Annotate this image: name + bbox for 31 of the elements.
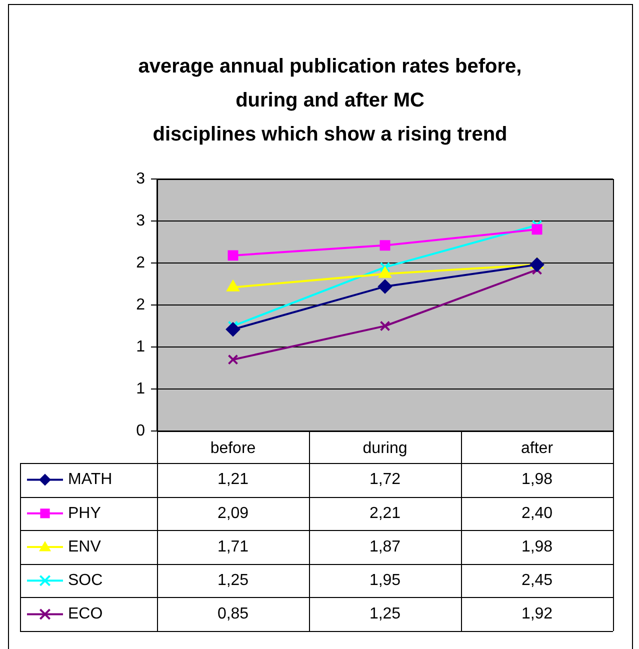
x-tick-label: before — [210, 440, 256, 458]
data-label: 1,87 — [369, 538, 401, 556]
x-tick-label: during — [362, 440, 408, 458]
y-tick-label: 2 — [136, 254, 146, 272]
chart-title: average annual publication rates before, during and after MC disciplines which show a rising trend — [138, 56, 522, 146]
y-tick-label: 2 — [136, 296, 146, 314]
data-label: 0,85 — [217, 606, 249, 623]
data-label: 1,21 — [217, 471, 249, 488]
data-label: 1,92 — [521, 606, 553, 623]
y-tick-label: 3 — [136, 212, 146, 230]
data-label: 2,45 — [521, 572, 553, 590]
y-tick-label: 0 — [136, 422, 146, 440]
data-label: 1,25 — [369, 606, 401, 623]
legend-label: PHY — [68, 504, 102, 522]
data-label: 1,72 — [369, 471, 401, 488]
legend-label: ECO — [68, 606, 103, 623]
data-label: 1,98 — [521, 471, 553, 488]
legend-label: SOC — [68, 572, 103, 590]
x-tick-label: after — [520, 440, 554, 458]
legend-label: MATH — [68, 471, 112, 488]
legend-label: ENV — [68, 538, 102, 556]
data-label: 1,98 — [521, 538, 553, 556]
data-label: 1,95 — [369, 572, 401, 590]
y-tick-label: 1 — [136, 380, 146, 398]
data-label: 2,09 — [217, 504, 249, 522]
data-label: 2,40 — [521, 504, 553, 522]
y-tick-label: 1 — [136, 338, 146, 356]
y-tick-label: 3 — [136, 170, 146, 188]
data-label: 1,25 — [217, 572, 249, 590]
data-label: 2,21 — [369, 504, 401, 522]
data-label: 1,71 — [217, 538, 249, 556]
